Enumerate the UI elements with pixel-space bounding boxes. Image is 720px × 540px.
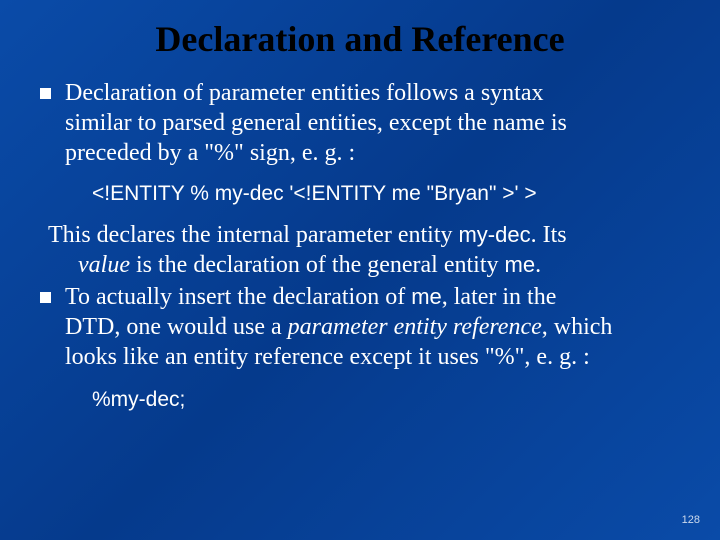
cont-part4: .: [535, 252, 541, 278]
b2-line2b: , which: [542, 314, 613, 340]
bullet-square-icon: [40, 88, 51, 99]
page-number: 128: [682, 514, 700, 526]
bullet-item-1: Declaration of parameter entities follow…: [40, 78, 680, 168]
b2-part2: , later in the: [442, 284, 557, 310]
bullet2-text: To actually insert the declaration of me…: [65, 282, 612, 372]
bullet-item-2: To actually insert the declaration of me…: [40, 282, 680, 372]
bullet1-line2: similar to parsed general entities, exce…: [65, 110, 567, 136]
bullet1-text: Declaration of parameter entities follow…: [65, 78, 567, 168]
slide-content: Declaration of parameter entities follow…: [30, 78, 690, 412]
b2-line3: looks like an entity reference except it…: [65, 344, 590, 370]
ref-phrase: parameter entity reference: [288, 314, 542, 340]
value-word: value: [78, 252, 130, 278]
me-code1: me: [505, 252, 536, 277]
slide-container: Declaration and Reference Declaration of…: [0, 0, 720, 540]
b2-line2a: DTD, one would use a: [65, 314, 288, 340]
me-code2: me: [411, 284, 442, 309]
mydec-code: my-dec: [458, 222, 530, 247]
bullet1-line1: Declaration of parameter entities follow…: [65, 80, 544, 106]
cont-part1: This declares the internal parameter ent…: [48, 222, 458, 248]
cont-part3: is the declaration of the general entity: [130, 252, 505, 278]
cont-part2: . Its: [531, 222, 567, 248]
slide-title: Declaration and Reference: [60, 18, 660, 60]
bullet1-line3: preceded by a "%" sign, e. g. :: [65, 140, 355, 166]
code-example-2: %my-dec;: [92, 388, 680, 412]
b2-part1: To actually insert the declaration of: [65, 284, 411, 310]
code-example-1: <!ENTITY % my-dec '<!ENTITY me "Bryan" >…: [92, 182, 680, 206]
continuation-text: This declares the internal parameter ent…: [48, 220, 680, 280]
bullet-square-icon: [40, 292, 51, 303]
